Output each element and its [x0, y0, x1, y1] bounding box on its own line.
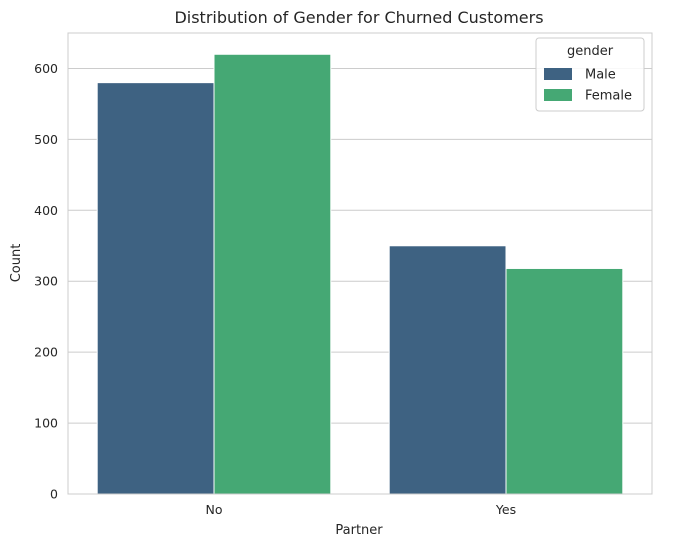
legend-swatch-male	[544, 68, 572, 80]
x-tick-labels: No Yes	[206, 502, 517, 517]
legend-title: gender	[567, 44, 614, 59]
y-tick-label: 400	[34, 203, 58, 218]
y-tick-label: 300	[34, 274, 58, 289]
bars	[96, 53, 624, 495]
bar-female-yes	[505, 267, 624, 495]
x-tick-label: Yes	[495, 502, 516, 517]
legend-label-female: Female	[585, 89, 632, 104]
bar-male-no	[96, 82, 215, 495]
y-axis-label: Count	[9, 244, 24, 283]
plot-frame	[67, 32, 653, 495]
legend: gender Male Female	[535, 37, 645, 112]
x-axis-label: Partner	[335, 523, 383, 538]
y-tick-label: 200	[34, 345, 58, 360]
bar-female-no	[213, 53, 332, 495]
y-tick-label: 600	[34, 61, 58, 76]
legend-swatch-female	[544, 89, 572, 101]
legend-label-male: Male	[585, 68, 616, 83]
chart-title: Distribution of Gender for Churned Custo…	[174, 8, 543, 27]
bar-male-yes	[388, 245, 507, 495]
y-tick-label: 0	[50, 487, 58, 502]
y-tick-label: 500	[34, 132, 58, 147]
legend-items: Male Female	[544, 68, 632, 104]
y-tick-labels: 0 100 200 300 400 500 600	[34, 61, 58, 502]
x-tick-label: No	[206, 502, 223, 517]
y-tick-label: 100	[34, 416, 58, 431]
